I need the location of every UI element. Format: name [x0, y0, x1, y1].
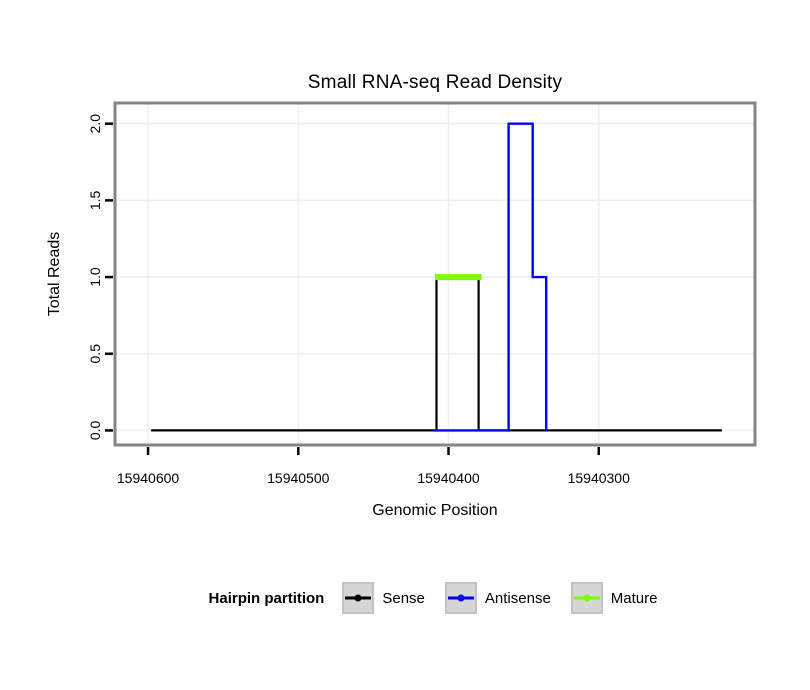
x-tick-label: 15940400	[417, 470, 480, 486]
legend-items: Sense Antisense Mature	[342, 582, 657, 614]
x-axis-title: Genomic Position	[372, 502, 498, 519]
y-tick-label: 0.0	[87, 420, 103, 440]
plot-area: 15940600 15940500 15940400 15940300 0.0 0.5 1.…	[87, 101, 757, 486]
legend-key-mature-icon	[570, 582, 603, 614]
legend-key-sense-icon	[342, 582, 375, 614]
y-tick-label: 1.0	[87, 267, 103, 287]
legend-key-antisense-icon	[444, 582, 477, 614]
x-tick-label: 15940600	[117, 470, 180, 486]
legend-label-mature: Mature	[610, 589, 658, 607]
y-tick-label: 1.5	[87, 190, 103, 210]
legend-title: Hairpin partition	[208, 589, 325, 607]
y-tick-label: 2.0	[87, 114, 103, 134]
legend: Hairpin partition Sense Antisense Mature	[58, 580, 808, 616]
y-tick-label: 0.5	[87, 344, 103, 364]
legend-item-antisense: Antisense	[444, 582, 551, 614]
legend-label-antisense: Antisense	[484, 589, 551, 607]
legend-item-mature: Mature	[570, 582, 658, 614]
legend-item-sense: Sense	[342, 582, 425, 614]
legend-label-sense: Sense	[382, 589, 425, 607]
panel-border	[113, 101, 757, 447]
plot-panel	[115, 103, 755, 445]
x-tick-label: 15940300	[568, 470, 631, 486]
chart-title: Small RNA-seq Read Density	[307, 72, 563, 93]
series-antisense	[433, 122, 548, 432]
x-tick-label: 15940500	[267, 470, 330, 486]
